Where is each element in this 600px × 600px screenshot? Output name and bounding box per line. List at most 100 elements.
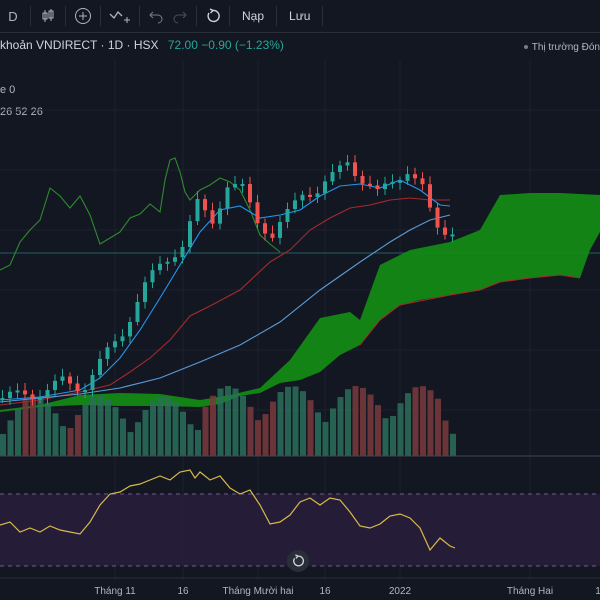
time-axis-label: 16	[319, 586, 331, 597]
volume-bar	[90, 397, 96, 456]
refresh-icon	[207, 8, 220, 23]
volume-bar	[15, 408, 21, 456]
volume-bar	[262, 414, 269, 456]
volume-bar	[375, 405, 381, 456]
volume-bar	[30, 396, 36, 456]
ichimoku-legend[interactable]: 26 52 26	[0, 106, 43, 118]
volume-bar	[435, 398, 441, 456]
time-axis-labels: Tháng 11 16 Tháng Mười hai 16 2022 Tháng Hai 1	[94, 586, 600, 597]
volume-bar	[225, 386, 231, 456]
candle-body	[360, 175, 365, 184]
candle-body	[23, 390, 27, 395]
volume-bar	[277, 392, 284, 456]
volume-bar	[255, 420, 261, 456]
candle-body	[158, 263, 162, 271]
symbol-legend: khoản VNDIRECT · 1D · HSX 72.00 −0.90 (−…	[0, 38, 284, 52]
market-status-text: Thị trường Đón	[531, 42, 600, 53]
cloud-edge-red	[359, 274, 581, 346]
candle-body	[75, 383, 80, 392]
volume-bar	[157, 396, 164, 456]
candle-body	[263, 223, 267, 234]
candle-body	[450, 234, 455, 237]
candle-body	[413, 174, 417, 179]
candle-body	[323, 181, 327, 194]
time-axis-label: Tháng 11	[94, 586, 136, 597]
grid	[0, 60, 600, 580]
toolbar-divider	[139, 6, 140, 26]
volume-bar	[135, 422, 141, 456]
interval-label: D	[8, 8, 18, 24]
time-axis-label: 1	[595, 586, 600, 597]
volume-bars	[0, 386, 456, 456]
fast-ma-line	[0, 179, 451, 401]
candle-body	[60, 376, 65, 381]
volume-bar	[427, 390, 434, 456]
interval-button[interactable]: D	[0, 0, 26, 32]
indicator-legend-line[interactable]: e 0	[0, 84, 16, 96]
candle-body	[285, 209, 290, 222]
volume-bar	[420, 386, 426, 456]
candle-body	[180, 246, 185, 258]
candlesticks	[0, 154, 455, 406]
candle-body	[143, 282, 147, 302]
candle-body	[98, 358, 102, 376]
volume-bar	[150, 401, 156, 456]
candle-body	[293, 200, 297, 210]
volume-bar	[22, 400, 29, 456]
candle-body	[398, 180, 402, 183]
volume-bar	[285, 386, 291, 456]
candle-body	[188, 221, 192, 247]
symbol-title[interactable]: khoản VNDIRECT · 1D · HSX	[0, 38, 159, 52]
candle-body	[8, 391, 12, 398]
undo-button[interactable]	[144, 0, 168, 32]
candle-body	[113, 341, 117, 348]
indicators-button[interactable]	[105, 0, 135, 32]
lagging-span-line	[0, 157, 281, 271]
last-price: 72.00 −0.90 (−1.23%)	[167, 38, 284, 52]
candle-body	[240, 184, 245, 187]
kumo-cloud	[0, 193, 600, 412]
candle-body	[420, 178, 425, 185]
volume-bar	[337, 397, 344, 456]
time-axis-label: Tháng Mười hai	[222, 586, 293, 597]
reset-chart-button[interactable]	[287, 550, 309, 572]
candle-body	[30, 394, 35, 399]
volume-bar	[165, 396, 171, 456]
candle-body	[45, 390, 50, 398]
candle-body	[68, 376, 72, 384]
top-toolbar: D	[0, 0, 600, 33]
candle-body	[353, 162, 357, 176]
candle-body	[120, 336, 125, 342]
time-axis-label: Tháng Hai	[507, 586, 553, 597]
candle-body	[38, 397, 42, 400]
volume-bar	[67, 428, 74, 456]
candle-body	[435, 207, 440, 228]
candle-body	[105, 347, 110, 359]
volume-bar	[187, 424, 194, 456]
deposit-button[interactable]: Nạp	[242, 9, 265, 23]
add-indicator-button[interactable]	[70, 0, 96, 32]
volume-bar	[315, 412, 321, 456]
candles-chart-type-button[interactable]	[35, 0, 61, 32]
candle-body	[83, 390, 87, 393]
toolbar-divider	[276, 6, 278, 26]
candle-body	[173, 257, 177, 262]
volume-bar	[210, 395, 216, 456]
candle-body	[195, 199, 200, 222]
save-button[interactable]: Lưu	[289, 9, 311, 23]
toolbar-divider	[65, 6, 66, 26]
volume-bar	[292, 386, 299, 456]
candle-body	[368, 183, 372, 186]
candle-body	[405, 174, 410, 181]
volume-bar	[195, 429, 201, 456]
candle-body	[210, 210, 215, 224]
refresh-button[interactable]	[201, 0, 225, 32]
candle-body	[233, 184, 237, 188]
redo-button[interactable]	[168, 0, 192, 32]
base-line	[0, 197, 450, 406]
candle-body	[330, 172, 335, 182]
slow-ma-line	[0, 214, 451, 403]
candle-body	[135, 301, 140, 323]
candle-body	[53, 380, 57, 391]
